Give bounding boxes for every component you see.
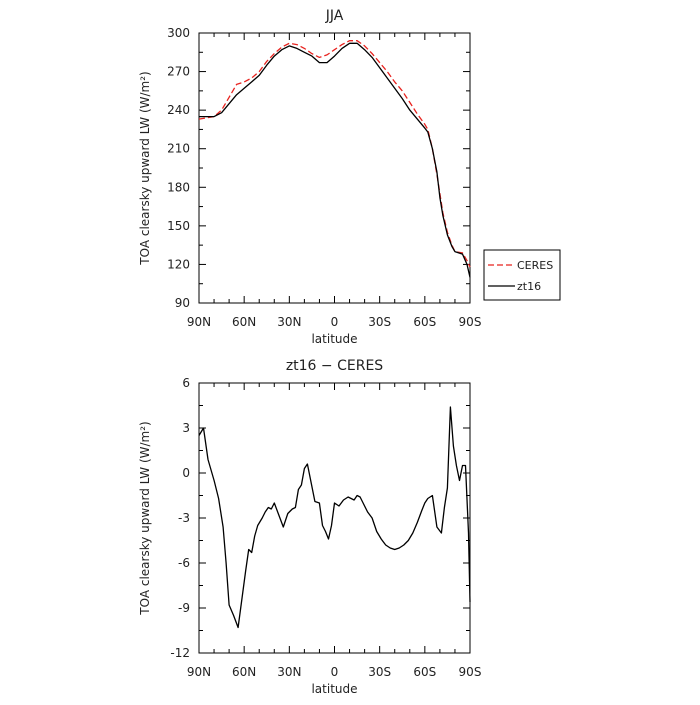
y-tick-label: -6 xyxy=(178,556,190,570)
x-tick-label: 30S xyxy=(368,665,391,679)
x-tick-label: 90S xyxy=(459,315,482,329)
x-tick-label: 30N xyxy=(277,315,301,329)
y-tick-label: -9 xyxy=(178,601,190,615)
y-tick-label: 0 xyxy=(182,466,190,480)
y-tick-label: 3 xyxy=(182,421,190,435)
y-tick-label: 180 xyxy=(167,180,190,194)
y-tick-label: 6 xyxy=(182,376,190,390)
y-tick-label: 210 xyxy=(167,142,190,156)
x-tick-label: 90S xyxy=(459,665,482,679)
x-tick-label: 30S xyxy=(368,315,391,329)
plot-frame xyxy=(198,32,471,304)
x-tick-label: 60S xyxy=(413,665,436,679)
series-line-difference xyxy=(198,406,471,629)
legend-label: CERES xyxy=(517,259,553,272)
x-tick-label: 90N xyxy=(187,315,211,329)
chart-title: JJA xyxy=(325,8,344,24)
legend-box xyxy=(483,249,561,301)
panel-1: JJA 90 120 150 180 210 240 270 300 90N 60N 30N 0 30S 6… xyxy=(138,8,561,346)
chart-title: zt16 − CERES xyxy=(286,358,383,374)
y-tick-label: 300 xyxy=(167,26,190,40)
y-tick-label: -12 xyxy=(170,646,190,660)
y-tick-label: -3 xyxy=(178,511,190,525)
x-tick-label: 0 xyxy=(331,665,339,679)
panel-2: zt16 − CERES -12 -9 -6 -3 0 3 6 90N 60N 30N 0 30S 60S… xyxy=(138,358,481,696)
x-axis-label: latitude xyxy=(311,332,357,346)
x-tick-label: 60N xyxy=(232,315,256,329)
x-tick-label: 60N xyxy=(232,665,256,679)
legend-label: zt16 xyxy=(517,280,541,293)
y-tick-label: 150 xyxy=(167,219,190,233)
y-tick-label: 120 xyxy=(167,257,190,271)
y-axis-label: TOA clearsky upward LW (W/m²) xyxy=(138,421,152,615)
x-tick-label: 0 xyxy=(331,315,339,329)
x-tick-label: 90N xyxy=(187,665,211,679)
y-tick-label: 270 xyxy=(167,65,190,79)
y-axis-label: TOA clearsky upward LW (W/m²) xyxy=(138,71,152,265)
x-axis-label: latitude xyxy=(311,682,357,696)
x-tick-label: 60S xyxy=(413,315,436,329)
series-line-ceres xyxy=(198,40,471,268)
y-tick-label: 90 xyxy=(175,296,190,310)
series-line-zt16 xyxy=(199,42,471,278)
legend: CERES zt16 xyxy=(483,249,561,301)
y-tick-label: 240 xyxy=(167,103,190,117)
x-tick-label: 30N xyxy=(277,665,301,679)
